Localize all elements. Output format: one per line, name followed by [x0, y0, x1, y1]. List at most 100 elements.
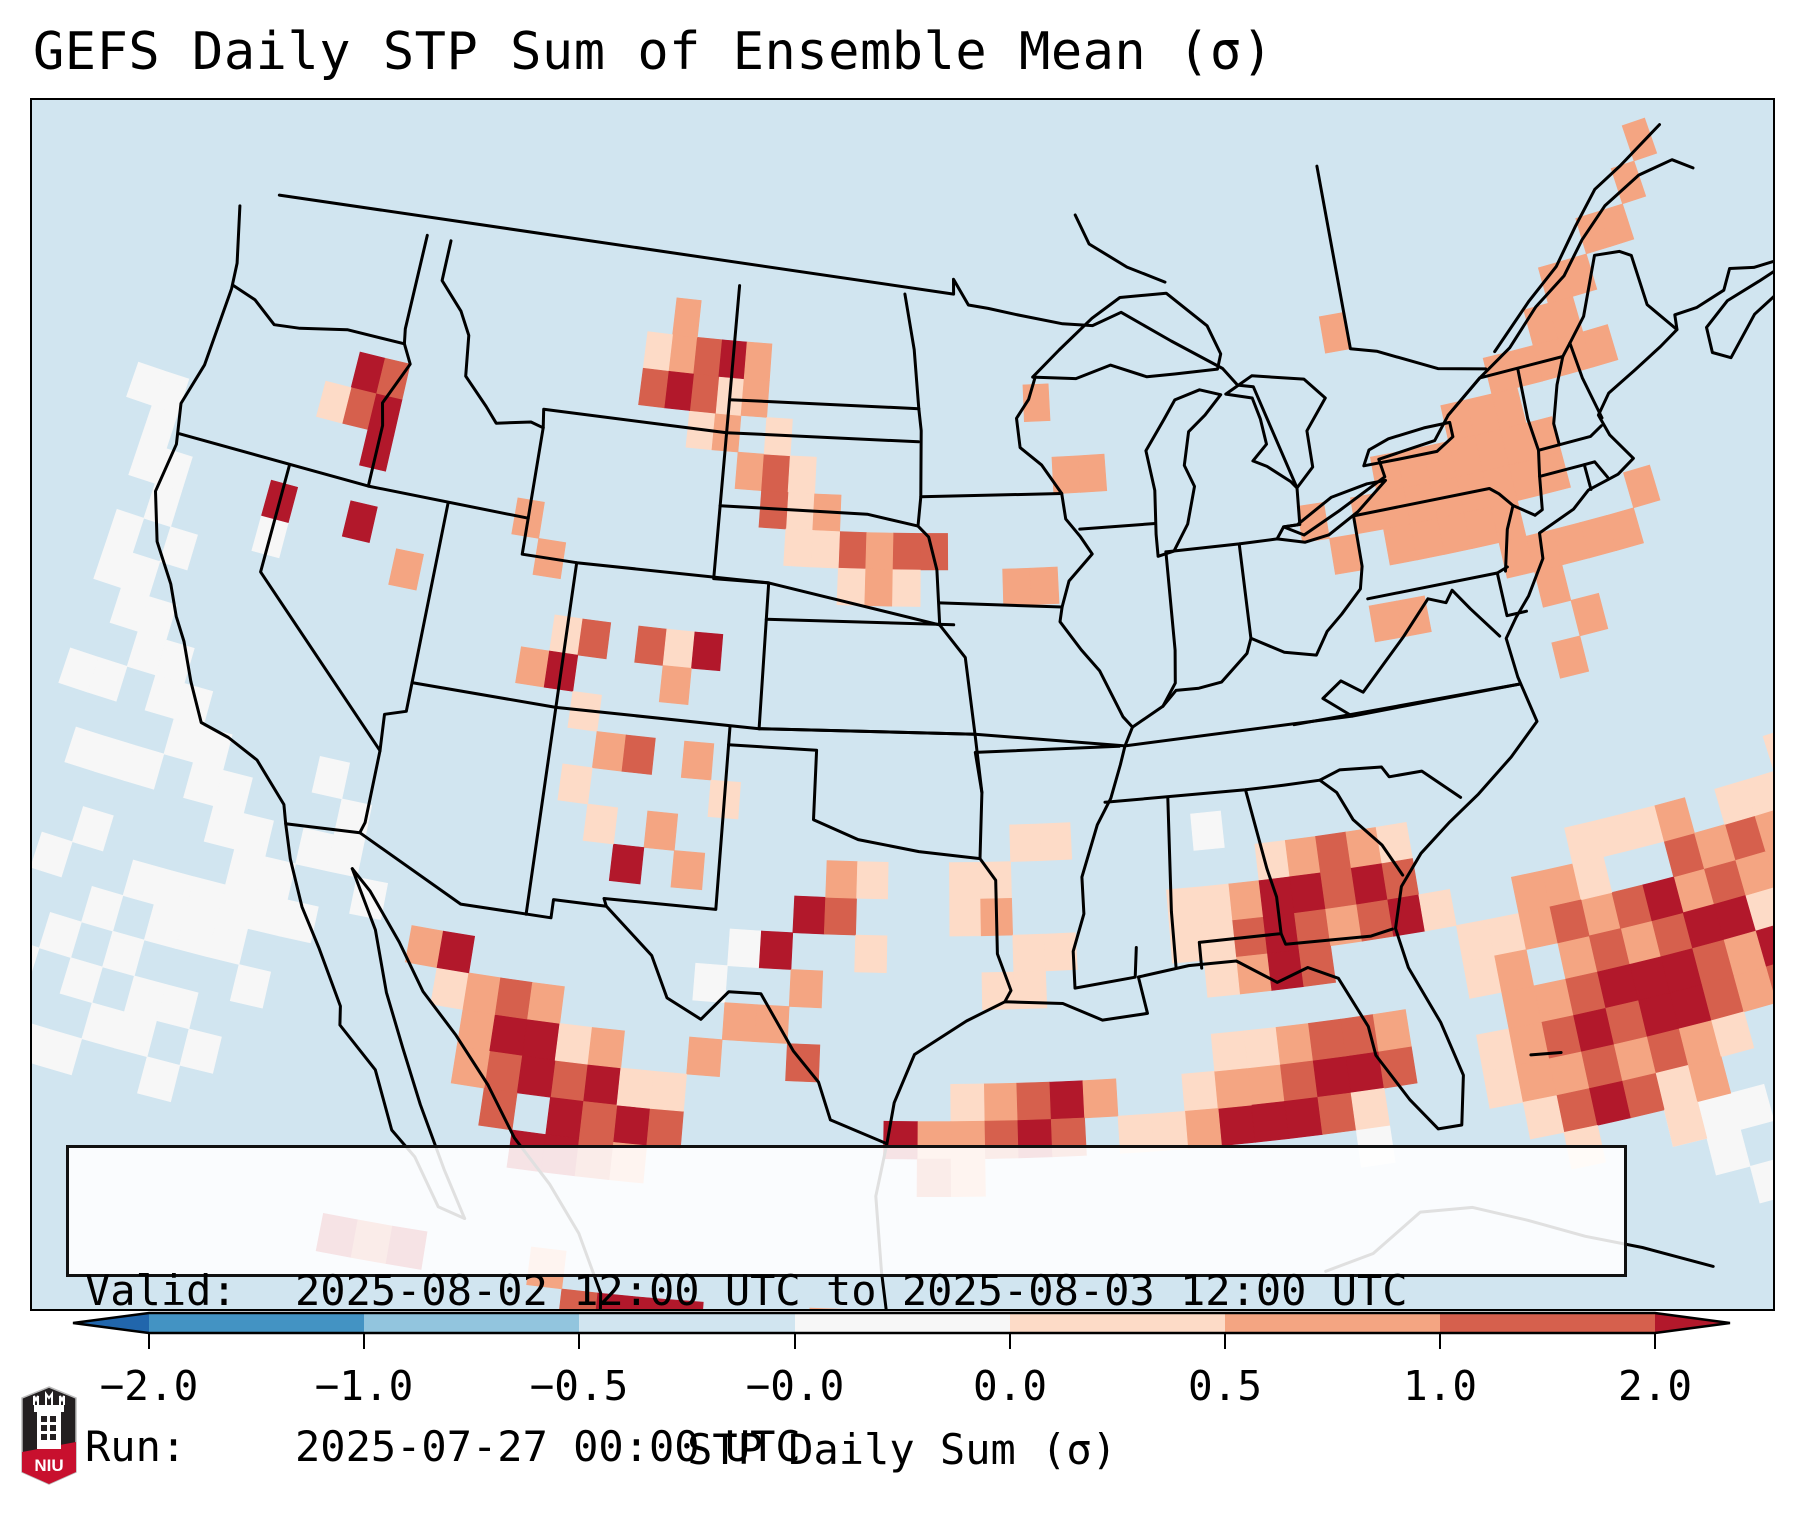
grid-cell: [229, 964, 272, 1009]
grid-cell: [1688, 1056, 1732, 1103]
grid-cell: [658, 665, 692, 706]
boundary-nh-me: [1568, 341, 1604, 420]
colorbar-bins: [72, 1311, 1731, 1335]
boundary-ia-mo: [938, 601, 1064, 609]
grid-cell: [1730, 1083, 1773, 1130]
grid-cell: [823, 896, 857, 936]
boundary-mt-dakotas: [725, 284, 742, 435]
boundary-nd-sd: [728, 398, 921, 411]
grid-cell: [950, 1083, 985, 1122]
grid-cell: [1049, 1080, 1085, 1120]
grid-cell: [721, 1002, 758, 1043]
boundary-va-wv-md: [1321, 588, 1502, 718]
grid-cell: [662, 628, 696, 669]
grid-cell: [788, 969, 824, 1009]
grid-cell: [1013, 970, 1048, 1010]
boundary-tn-south: [1103, 765, 1463, 804]
grid-cell: [1749, 1159, 1773, 1204]
grid-cell: [462, 972, 501, 1015]
boundary-pa-ny: [1352, 487, 1537, 518]
grid-cell: [892, 532, 921, 571]
grid-cell: [587, 1027, 625, 1069]
colorbar-tick-label: 2.0: [1617, 1362, 1693, 1410]
grid-cell: [1711, 1011, 1755, 1058]
grid-cell: [494, 977, 533, 1020]
map-canvas: [32, 117, 1773, 1309]
grid-cell: [1243, 1027, 1281, 1069]
grid-cell: [983, 1082, 1019, 1122]
grid-cell: [1312, 1055, 1352, 1098]
colorbar-tick-label: 0.5: [1187, 1362, 1263, 1410]
colorbar-bin: [795, 1313, 1010, 1333]
grid-cell: [1494, 949, 1535, 993]
grid-cell: [1315, 831, 1352, 874]
grid-cell: [515, 646, 550, 688]
grid-cell: [743, 341, 773, 382]
grid-cell: [837, 531, 868, 570]
grid-cell: [783, 528, 814, 568]
grid-cell: [787, 455, 817, 495]
grid-cell: [1654, 797, 1695, 842]
grid-cell: [1029, 566, 1060, 606]
grid-cell: [1235, 953, 1273, 995]
boundary-pa-south: [1366, 565, 1509, 601]
grid-cell: [825, 860, 858, 899]
grid-cell: [810, 530, 841, 569]
grid-cell: [206, 920, 249, 965]
grid-cell: [1275, 1023, 1314, 1065]
grid-cell: [32, 945, 40, 972]
grid-cell: [545, 1096, 584, 1139]
boundary-ut-az: [410, 681, 1127, 748]
grid-cell: [758, 930, 794, 970]
grid-cell: [680, 740, 715, 781]
boundary-pa-nj: [1504, 504, 1515, 573]
boundary-ms-al: [1166, 796, 1178, 969]
grid-cell: [1733, 966, 1773, 1013]
grid-cell: [668, 334, 698, 375]
grid-cell: [634, 625, 668, 666]
grid-cell: [1549, 899, 1590, 944]
boundary-lake-ontario: [1362, 420, 1455, 468]
colorbar-tick-label: −0.0: [745, 1362, 845, 1410]
boundary-nova-scotia: [1705, 270, 1773, 360]
grid-cell: [638, 367, 669, 409]
grid-cell: [1317, 1092, 1357, 1135]
grid-cell: [1267, 949, 1305, 991]
grid-cell: [1551, 635, 1590, 679]
grid-cell: [727, 928, 762, 969]
colorbar-bin: [149, 1313, 364, 1333]
boundary-ri-ct: [1582, 463, 1593, 491]
grid-cell: [430, 967, 470, 1010]
grid-cell: [1217, 1104, 1256, 1147]
grid-cell: [892, 569, 921, 607]
boundary-ut-co-wy: [520, 516, 942, 627]
grid-cell: [1247, 1063, 1285, 1106]
valid-run-info-box: Valid: 2025-08-02 12:00 UTC to 2025-08-03…: [66, 1145, 1627, 1471]
grid-cell: [1522, 1095, 1565, 1140]
grid-cell: [1184, 1108, 1222, 1149]
grid-cell: [114, 1011, 157, 1058]
grid-cell: [621, 734, 656, 775]
grid-cell: [32, 831, 73, 878]
grid-cell: [949, 898, 982, 937]
boundary-az-nm: [524, 561, 579, 916]
run-label: Run:: [85, 1422, 187, 1471]
grid-cell: [1169, 923, 1205, 964]
colorbar-bin: [364, 1313, 579, 1333]
grid-cell: [557, 763, 593, 805]
grid-cell: [1582, 324, 1619, 368]
grid-cell: [58, 647, 100, 693]
grid-cell: [1251, 1101, 1290, 1143]
grid-cell: [128, 439, 167, 484]
colorbar-bin: [1440, 1313, 1655, 1333]
grid-cell: [740, 378, 770, 418]
grid-cell: [649, 1070, 687, 1112]
grid-cell: [123, 744, 165, 790]
grid-cell: [865, 532, 895, 571]
grid-cell: [1623, 464, 1661, 509]
grid-cell: [32, 1023, 50, 1066]
colorbar-tick-label: 1.0: [1402, 1362, 1478, 1410]
grid-cell: [734, 451, 765, 492]
chart-title: GEFS Daily STP Sum of Ensemble Mean (σ): [33, 22, 1274, 82]
grid-cell: [920, 533, 949, 571]
